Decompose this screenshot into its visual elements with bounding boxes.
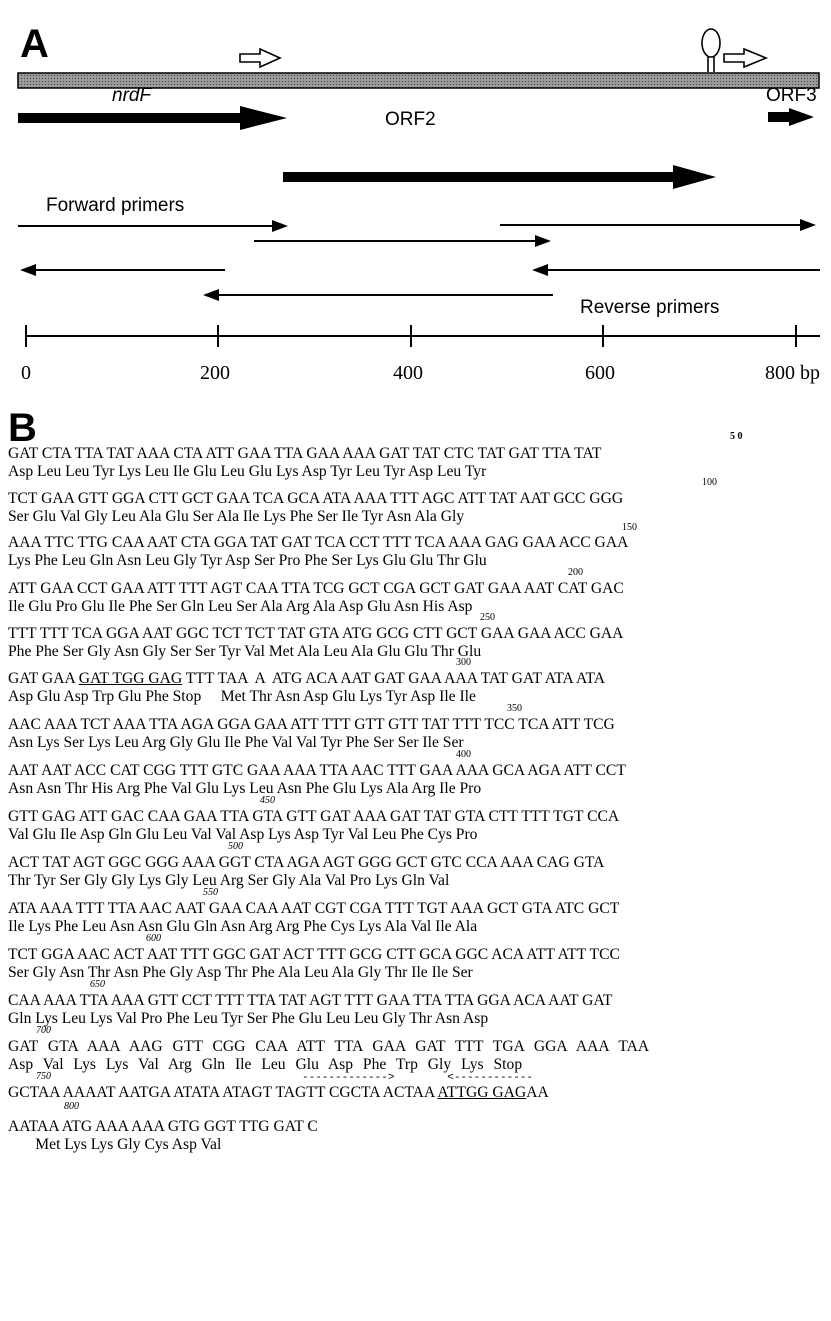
- nucleotide-line: TCT GAA GTT GGA CTT GCT GAA TCA GCA ATA …: [8, 490, 624, 507]
- position-number: 150: [622, 522, 637, 533]
- scale-tick-400: 400: [393, 362, 423, 384]
- amino-acid-line: Asn Asn Thr His Arg Phe Val Glu Lys Leu …: [8, 780, 482, 797]
- amino-acid-line: Phe Phe Ser Gly Asn Gly Ser Ser Tyr Val …: [8, 643, 482, 660]
- amino-acid-line: Val Glu Ile Asp Gln Glu Leu Val Val Asp …: [8, 826, 478, 843]
- promoter-arrow-2: [723, 47, 769, 69]
- position-number: 400: [456, 749, 471, 760]
- ribosome-binding-site-1: GAT TGG GAG: [78, 670, 183, 687]
- amino-acid-line: Asp Leu Leu Tyr Lys Leu Ile Glu Leu Glu …: [8, 463, 487, 480]
- amino-acid-line: Thr Tyr Ser Gly Gly Lys Gly Leu Arg Ser …: [8, 872, 450, 889]
- gene-label-nrdf: nrdF: [112, 85, 152, 106]
- promoter-arrow-1: [239, 47, 282, 69]
- nucleotide-line: AAC AAA TCT AAA TTA AGA GGA GAA ATT TTT …: [8, 716, 615, 733]
- position-number: 800: [64, 1101, 79, 1112]
- position-number: 350: [507, 703, 522, 714]
- amino-acid-line: Ser Glu Val Gly Leu Ala Glu Ser Ala Ile …: [8, 508, 465, 525]
- position-number: 600: [146, 933, 161, 944]
- nucleotide-line: TCT GGA AAC ACT AAT TTT GGC GAT ACT TTT …: [8, 946, 620, 963]
- forward-primers-label: Forward primers: [46, 195, 185, 216]
- reverse-primer-arrows: [20, 264, 820, 301]
- nucleotide-line: GCTAA AAAAT AATGA ATATA ATAGT TAGTT CGCT…: [8, 1084, 549, 1101]
- position-number: 200: [568, 567, 583, 578]
- panel-b-letter: B: [8, 406, 37, 450]
- amino-acid-line: Met Lys Lys Gly Cys Asp Val: [8, 1136, 222, 1153]
- amino-acid-line: Asn Lys Ser Lys Leu Arg Gly Glu Ile Phe …: [8, 734, 464, 751]
- gene-label-orf3: ORF3: [766, 85, 817, 106]
- nucleotide-line: ATT GAA CCT GAA ATT TTT AGT CAA TTA TCG …: [8, 580, 624, 597]
- position-number: 100: [702, 477, 717, 488]
- nucleotide-line: AAT AAT ACC CAT CGG TTT GTC GAA AAA TTA …: [8, 762, 626, 779]
- gene-label-orf2: ORF2: [385, 109, 436, 130]
- nucleotide-line: GAT CTA TTA TAT AAA CTA ATT GAA TTA GAA …: [8, 445, 602, 462]
- amino-acid-line: Asp Glu Asp Trp Glu Phe Stop Met Thr Asn…: [8, 688, 476, 705]
- position-number: 250: [480, 612, 495, 623]
- nucleotide-line: AAA TTC TTG CAA AAT CTA GGA TAT GAT TCA …: [8, 534, 629, 551]
- position-number: 550: [203, 887, 218, 898]
- amino-acid-line: Lys Phe Leu Gln Asn Leu Gly Tyr Asp Ser …: [8, 552, 487, 569]
- inverted-repeat-arrows: -------------> <------------: [302, 1072, 534, 1084]
- position-number: 700: [36, 1025, 51, 1036]
- scale-bar: [25, 325, 820, 347]
- dna-bar: [17, 72, 820, 89]
- terminator-hairpin: [701, 28, 721, 72]
- gene-arrow-orf2: [283, 165, 716, 189]
- amino-acid-line: Gln Lys Leu Lys Val Pro Phe Leu Tyr Ser …: [8, 1010, 489, 1027]
- nucleotide-line: AATAA ATG AAA AAA GTG GGT TTG GAT C: [8, 1118, 318, 1135]
- nucleotide-line: CAA AAA TTA AAA GTT CCT TTT TTA TAT AGT …: [8, 992, 613, 1009]
- position-number: 5 0: [730, 431, 743, 442]
- position-number: 300: [456, 657, 471, 668]
- scale-tick-800: 800 bp: [765, 362, 820, 384]
- nucleotide-line: GTT GAG ATT GAC CAA GAA TTA GTA GTT GAT …: [8, 808, 620, 825]
- position-number: 500: [228, 841, 243, 852]
- position-number: 750: [36, 1071, 51, 1082]
- amino-acid-line: Asp Val Lys Lys Val Arg Gln Ile Leu Glu …: [8, 1056, 523, 1073]
- position-number: 650: [90, 979, 105, 990]
- panel-a-letter: A: [20, 22, 49, 66]
- reverse-primers-label: Reverse primers: [580, 297, 720, 318]
- forward-primer-arrows: [18, 219, 816, 247]
- scale-tick-0: 0: [21, 362, 31, 384]
- nucleotide-line: GAT GTA AAA AAG GTT CGG CAA ATT TTA GAA …: [8, 1038, 650, 1055]
- amino-acid-line: Ile Lys Phe Leu Asn Asn Glu Gln Asn Arg …: [8, 918, 478, 935]
- nucleotide-line: TTT TTT TCA GGA AAT GGC TCT TCT TAT GTA …: [8, 625, 624, 642]
- nucleotide-line: ATA AAA TTT TTA AAC AAT GAA CAA AAT CGT …: [8, 900, 620, 917]
- gene-arrow-nrdf: [18, 106, 287, 130]
- gene-map: [17, 28, 820, 347]
- scale-tick-600: 600: [585, 362, 615, 384]
- amino-acid-line: Ile Glu Pro Glu Ile Phe Ser Gln Leu Ser …: [8, 598, 473, 615]
- gene-arrow-orf3: [768, 108, 814, 126]
- amino-acid-line: Ser Gly Asn Thr Asn Phe Gly Asp Thr Phe …: [8, 964, 473, 981]
- scale-tick-200: 200: [200, 362, 230, 384]
- nucleotide-line: ACT TAT AGT GGC GGG AAA GGT CTA AGA AGT …: [8, 854, 605, 871]
- ribosome-binding-site-2: ATTGG GAG: [437, 1084, 527, 1101]
- nucleotide-line: GAT GAA GAT TGG GAG TTT TAA A ATG ACA AA…: [8, 670, 606, 687]
- position-number: 450: [260, 795, 275, 806]
